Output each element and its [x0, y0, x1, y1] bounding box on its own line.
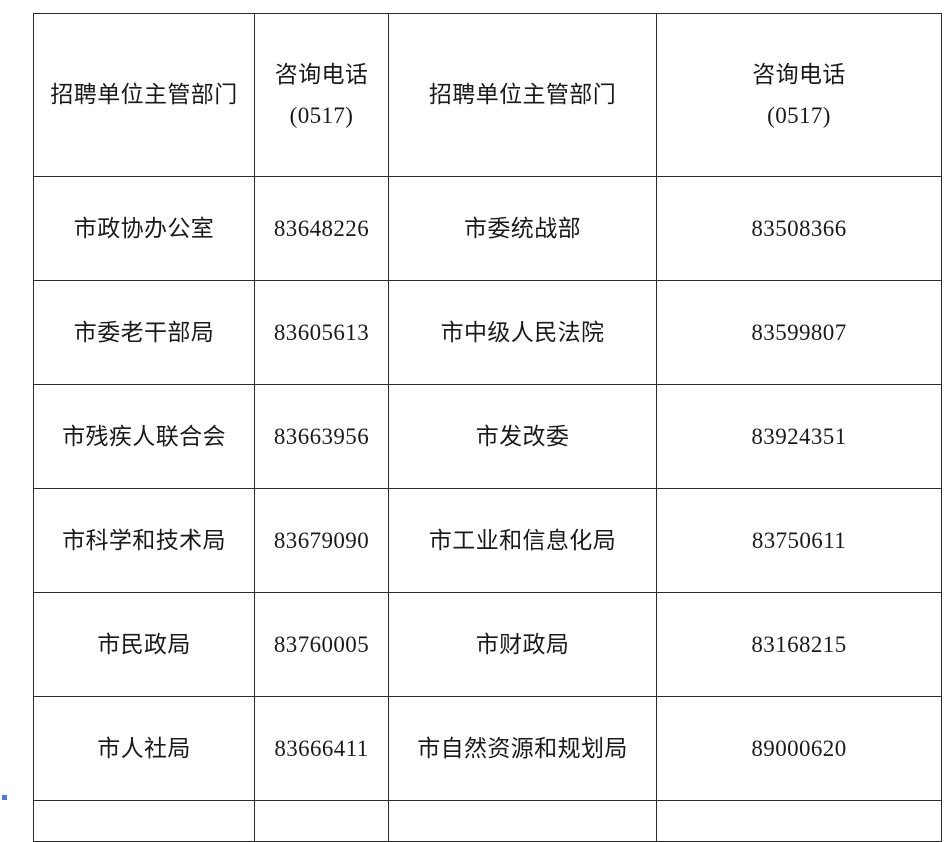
- cell-phone-a: [254, 800, 389, 842]
- cell-dept-a: 市人社局: [33, 696, 255, 801]
- cell-phone-b: [656, 800, 942, 842]
- table-row: 市委老干部局 83605613 市中级人民法院 83599807: [33, 280, 942, 385]
- cell-dept-b: 市自然资源和规划局: [388, 696, 657, 801]
- cell-dept-b: 市财政局: [388, 592, 657, 697]
- header-label-dept-a: 招聘单位主管部门: [50, 82, 238, 108]
- cell-phone-b: 83508366: [656, 176, 942, 281]
- header-label-phone-a: 咨询电话: [274, 61, 369, 87]
- cell-phone-b: 83750611: [656, 488, 942, 593]
- scan-edge-artifact: [2, 795, 7, 800]
- cell-phone-b: 83924351: [656, 384, 942, 489]
- table-row: 市残疾人联合会 83663956 市发改委 83924351: [33, 384, 942, 489]
- cell-phone-a: 83760005: [254, 592, 389, 697]
- header-row: 招聘单位主管部门 咨询电话 (0517) 招聘单位主管部门 咨询电话 (0517…: [33, 13, 942, 177]
- header-cell-dept-b: 招聘单位主管部门: [388, 13, 657, 177]
- table-row: 市政协办公室 83648226 市委统战部 83508366: [33, 176, 942, 281]
- cell-dept-a: [33, 800, 255, 842]
- header-areacode-phone-a: (0517): [289, 103, 354, 128]
- cell-dept-b: [388, 800, 657, 842]
- table-row: 市民政局 83760005 市财政局 83168215: [33, 592, 942, 697]
- table-row: 市人社局 83666411 市自然资源和规划局 89000620: [33, 696, 942, 801]
- cell-phone-a: 83605613: [254, 280, 389, 385]
- header-areacode-phone-b: (0517): [767, 103, 831, 128]
- header-label-phone-b: 咨询电话: [752, 61, 846, 87]
- table-row: 市科学和技术局 83679090 市工业和信息化局 83750611: [33, 488, 942, 593]
- cell-phone-b: 83168215: [656, 592, 942, 697]
- cell-dept-b: 市发改委: [388, 384, 657, 489]
- cell-dept-a: 市民政局: [33, 592, 255, 697]
- table-body: 市政协办公室 83648226 市委统战部 83508366 市委老干部局 83…: [33, 176, 942, 842]
- table-row-partial: [33, 800, 942, 842]
- cell-phone-a: 83679090: [254, 488, 389, 593]
- page-canvas: 招聘单位主管部门 咨询电话 (0517) 招聘单位主管部门 咨询电话 (0517…: [2, 13, 942, 842]
- cell-dept-a: 市政协办公室: [33, 176, 255, 281]
- cell-phone-b: 89000620: [656, 696, 942, 801]
- header-cell-phone-a: 咨询电话 (0517): [254, 13, 389, 177]
- cell-dept-b: 市中级人民法院: [388, 280, 657, 385]
- cell-phone-a: 83666411: [254, 696, 389, 801]
- header-cell-dept-a: 招聘单位主管部门: [33, 13, 255, 177]
- cell-dept-a: 市残疾人联合会: [33, 384, 255, 489]
- cell-dept-a: 市科学和技术局: [33, 488, 255, 593]
- table-header: 招聘单位主管部门 咨询电话 (0517) 招聘单位主管部门 咨询电话 (0517…: [33, 13, 942, 177]
- cell-dept-b: 市工业和信息化局: [388, 488, 657, 593]
- cell-dept-a: 市委老干部局: [33, 280, 255, 385]
- cell-phone-b: 83599807: [656, 280, 942, 385]
- cell-phone-a: 83648226: [254, 176, 389, 281]
- recruitment-contact-table: 招聘单位主管部门 咨询电话 (0517) 招聘单位主管部门 咨询电话 (0517…: [33, 13, 942, 842]
- cell-dept-b: 市委统战部: [388, 176, 657, 281]
- header-label-dept-b: 招聘单位主管部门: [428, 82, 617, 108]
- header-cell-phone-b: 咨询电话 (0517): [656, 13, 942, 177]
- cell-phone-a: 83663956: [254, 384, 389, 489]
